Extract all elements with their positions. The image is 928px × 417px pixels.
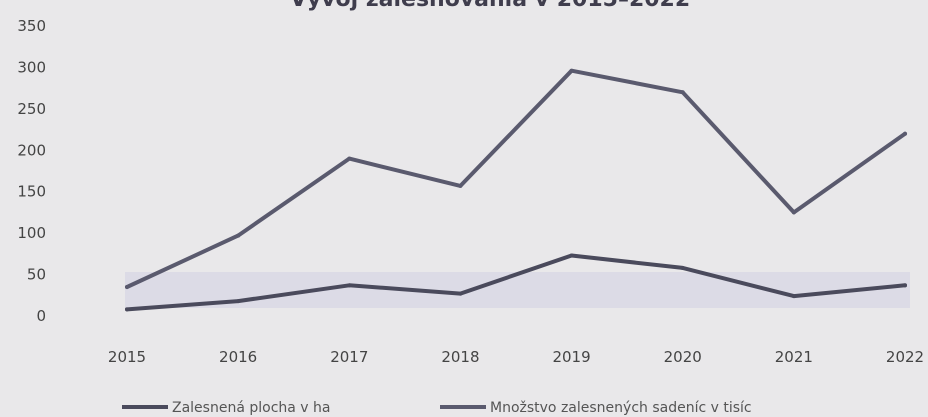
data-point [680, 90, 685, 95]
chart-title: Vývoj zalesňovania v 2015–2022 [290, 0, 690, 12]
x-tick-label: 2017 [330, 348, 368, 366]
series-line-2 [125, 68, 907, 289]
x-tick-label: 2016 [219, 348, 257, 366]
data-point [680, 265, 685, 270]
data-point [791, 294, 796, 299]
y-axis-ticks: 0 50 100 150 200 250 300 350 [17, 17, 46, 325]
y-tick-label: 100 [17, 224, 46, 242]
y-tick-label: 150 [17, 183, 46, 201]
data-point [903, 283, 907, 288]
data-point [569, 253, 574, 258]
data-point [236, 233, 241, 238]
data-point [791, 210, 796, 215]
data-point [569, 68, 574, 73]
legend-label: Množstvo zalesnených sadeníc v tisíc [490, 400, 752, 416]
x-tick-label: 2021 [775, 348, 813, 366]
y-tick-label: 200 [17, 141, 46, 159]
x-tick-label: 2020 [664, 348, 702, 366]
y-tick-label: 50 [27, 266, 46, 284]
x-axis-ticks: 2015 2016 2017 2018 2019 2020 2021 2022 [108, 348, 924, 366]
data-point [236, 299, 241, 304]
chart-shaded-band [125, 272, 910, 308]
x-tick-label: 2015 [108, 348, 146, 366]
data-point [347, 283, 352, 288]
x-tick-label: 2018 [441, 348, 479, 366]
legend: Zalesnená plocha v ha Množstvo zalesnenýc… [122, 400, 752, 416]
series-lines [125, 68, 907, 312]
y-tick-label: 300 [17, 58, 46, 76]
data-point [347, 156, 352, 161]
x-tick-label: 2019 [552, 348, 590, 366]
x-tick-label: 2022 [886, 348, 924, 366]
data-point [903, 131, 907, 136]
data-point [125, 285, 129, 289]
data-point [458, 291, 463, 296]
legend-label: Zalesnená plocha v ha [172, 400, 330, 416]
series-line-1 [125, 253, 907, 312]
data-point [125, 307, 129, 312]
y-tick-label: 250 [17, 100, 46, 118]
data-point [458, 183, 463, 188]
y-tick-label: 350 [17, 17, 46, 35]
y-tick-label: 0 [36, 307, 46, 325]
